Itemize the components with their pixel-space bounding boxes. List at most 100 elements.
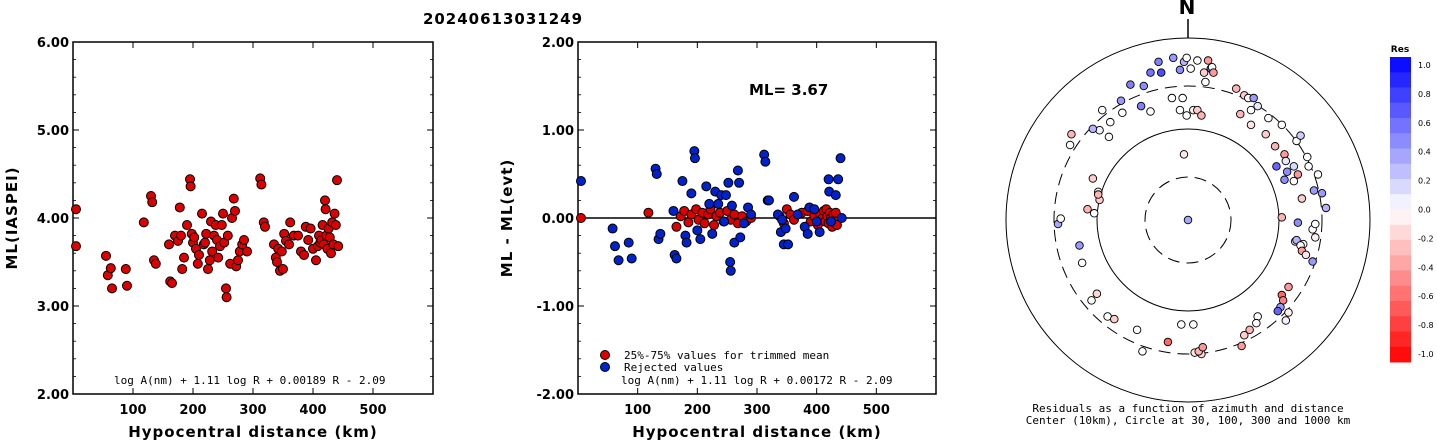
- colorbar-block-6: [1390, 148, 1411, 165]
- colorbar: Res 1.0 0.8 0.6 0.4 0.2 0.0 -0.2 -0.4 -0.6 -0.8 -1…: [1390, 45, 1434, 363]
- data-point-2-1-32: [726, 200, 737, 211]
- data-point-2-1-3: [613, 255, 624, 266]
- station-point-2: [1083, 205, 1092, 214]
- colorbar-block-0: [1390, 57, 1411, 73]
- colorbar-tick-label-2: 0.6: [1418, 119, 1431, 128]
- polar-subcaption: Center (10km), Circle at 30, 100, 300 an…: [1026, 414, 1351, 427]
- station-point-95: [1231, 84, 1241, 93]
- station-point-33: [1308, 257, 1317, 266]
- x-tick-label-2-2: 300: [743, 403, 770, 418]
- x-tick-label-2-3: 400: [803, 403, 830, 418]
- station-point-23: [1277, 213, 1287, 222]
- colorbar-block-5: [1390, 133, 1411, 149]
- data-point-1-0-22: [182, 220, 192, 231]
- data-point-1-0-6: [120, 264, 131, 275]
- colorbar-tick-label-1: 0.8: [1418, 90, 1431, 99]
- data-point-2-1-19: [692, 225, 703, 236]
- data-point-2-1-37: [738, 218, 749, 229]
- data-point-1-0-83: [311, 255, 321, 266]
- y-tick-label-1-3: 5.00: [37, 124, 69, 139]
- data-point-1-0-36: [204, 255, 215, 266]
- points-2: [575, 146, 847, 276]
- data-point-2-1-13: [677, 176, 688, 187]
- station-point-71: [1106, 117, 1115, 127]
- station-point-9: [1146, 107, 1155, 116]
- station-point-107: [1304, 162, 1313, 171]
- station-point-56: [1110, 314, 1119, 324]
- station-point-50: [1163, 337, 1173, 347]
- data-point-2-1-18: [689, 153, 700, 164]
- data-point-2-1-43: [763, 195, 774, 206]
- y-tick-label-2-3: 1.00: [542, 124, 574, 139]
- station-point-45: [1237, 341, 1246, 351]
- x-tick-label-1-3: 400: [299, 403, 326, 418]
- data-point-1-0-4: [105, 263, 116, 274]
- colorbar-tick-label-5: 0.0: [1418, 206, 1431, 215]
- station-point-91: [1203, 56, 1213, 65]
- data-point-2-1-30: [725, 257, 736, 267]
- station-point-90: [1182, 53, 1191, 63]
- colorbar-block-3: [1390, 102, 1411, 119]
- station-point-41: [1253, 312, 1262, 321]
- station-point-20: [1282, 167, 1292, 177]
- station-point-51: [1177, 320, 1186, 329]
- legend-swatch-trimmed: [600, 350, 610, 360]
- station-point-83: [1169, 53, 1178, 63]
- x-axis-label-2: Hypocentral distance (km): [632, 423, 882, 441]
- station-point-73: [1136, 101, 1146, 111]
- data-point-1-0-78: [299, 249, 309, 260]
- station-point-19: [1280, 175, 1289, 185]
- colorbar-block-8: [1390, 179, 1411, 195]
- colorbar-tick-label-8: -0.6: [1418, 292, 1434, 301]
- data-point-2-1-63: [835, 153, 846, 164]
- figure-title: 20240613031249: [423, 10, 583, 28]
- station-point-21: [1289, 176, 1299, 186]
- station-point-106: [1303, 152, 1312, 162]
- data-point-1-0-45: [218, 208, 228, 219]
- station-point-14: [1280, 150, 1289, 159]
- colorbar-block-16: [1390, 301, 1411, 317]
- panel-azimuth-residuals: N Residuals as a function of azimuth and…: [1005, 0, 1371, 427]
- colorbar-block-4: [1390, 118, 1411, 134]
- data-point-1-0-53: [230, 205, 240, 216]
- colorbar-block-9: [1390, 194, 1411, 210]
- station-point-1: [1179, 150, 1189, 159]
- data-point-2-1-56: [811, 216, 822, 227]
- y-tick-label-1-0: 2.00: [37, 388, 69, 403]
- data-point-2-1-49: [783, 239, 794, 250]
- colorbar-block-7: [1390, 163, 1411, 180]
- axis-ticks-2: 100 200 300 400 500 -2.00 -1.00 0.00 1.00 2.00: [537, 36, 936, 418]
- data-point-1-0-59: [242, 246, 252, 257]
- data-point-2-1-12: [671, 253, 682, 264]
- station-point-11: [1246, 120, 1256, 130]
- station-point-108: [1313, 170, 1323, 179]
- north-label: N: [1179, 0, 1196, 19]
- station-point-38: [1273, 306, 1283, 316]
- station-point-89: [1193, 56, 1202, 65]
- station-point-88: [1201, 77, 1210, 87]
- x-tick-label-2-0: 100: [624, 403, 651, 418]
- station-point-4: [1175, 105, 1185, 115]
- station-point-22: [1297, 194, 1307, 203]
- station-point-66: [1093, 190, 1103, 199]
- data-point-2-1-58: [823, 174, 834, 185]
- data-point-2-1-7: [651, 169, 662, 179]
- data-point-2-0-13: [709, 220, 720, 231]
- data-point-1-0-35: [203, 264, 213, 275]
- station-point-81: [1156, 68, 1166, 77]
- panel-ml-residual: 100 200 300 400 500 -2.00 -1.00 0.00 1.00 2.00 ML…: [498, 36, 937, 441]
- y-axis-label-1: ML(IASPEI): [3, 166, 21, 269]
- station-point-70: [1104, 132, 1114, 142]
- colorbar-tick-label-0: 1.0: [1418, 61, 1431, 70]
- data-point-2-1-60: [825, 216, 836, 227]
- station-point-5: [1182, 111, 1191, 120]
- data-point-2-1-0: [575, 176, 586, 187]
- data-point-1-0-61: [256, 179, 267, 190]
- y-tick-label-1-4: 6.00: [37, 36, 69, 51]
- data-point-1-0-74: [285, 217, 296, 228]
- ring-300km: [1053, 85, 1323, 355]
- colorbar-tick-label-4: 0.2: [1418, 177, 1431, 186]
- data-point-2-1-55: [809, 204, 820, 215]
- station-point-78: [1139, 81, 1149, 91]
